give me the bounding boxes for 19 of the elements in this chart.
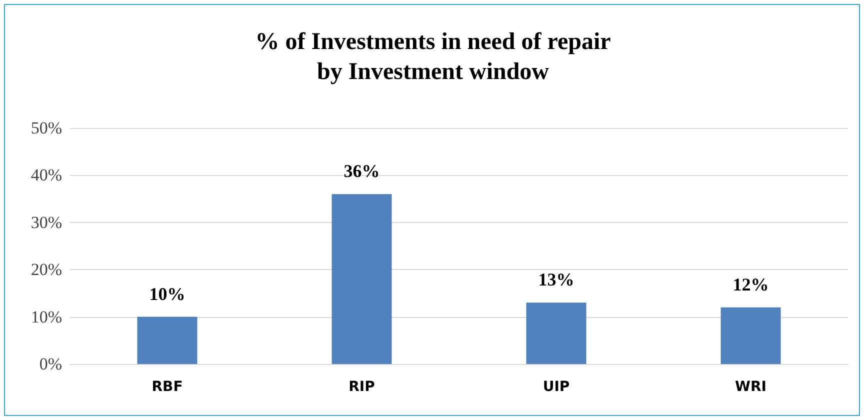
bar (526, 302, 586, 364)
x-tick-label: UIP (542, 379, 570, 395)
x-tick-label: WRI (735, 379, 766, 395)
y-tick-label: 30% (30, 212, 62, 232)
bar (720, 307, 781, 364)
y-tick-label: 20% (30, 260, 62, 280)
data-label: 12% (732, 274, 769, 294)
data-label: 10% (149, 284, 186, 304)
y-tick-label: 10% (30, 307, 62, 326)
y-tick-label: 0% (39, 354, 62, 374)
data-label: 13% (538, 270, 574, 290)
bar (137, 316, 198, 364)
x-tick-label: RIP (348, 379, 375, 395)
bar (332, 194, 392, 364)
y-tick-label: 40% (30, 166, 62, 185)
x-tick-label: RBF (152, 379, 183, 395)
chart-title: % of Investments in need of repair by Investment window (255, 29, 612, 85)
y-tick-label: 50% (30, 118, 62, 138)
data-label: 36% (344, 161, 380, 182)
